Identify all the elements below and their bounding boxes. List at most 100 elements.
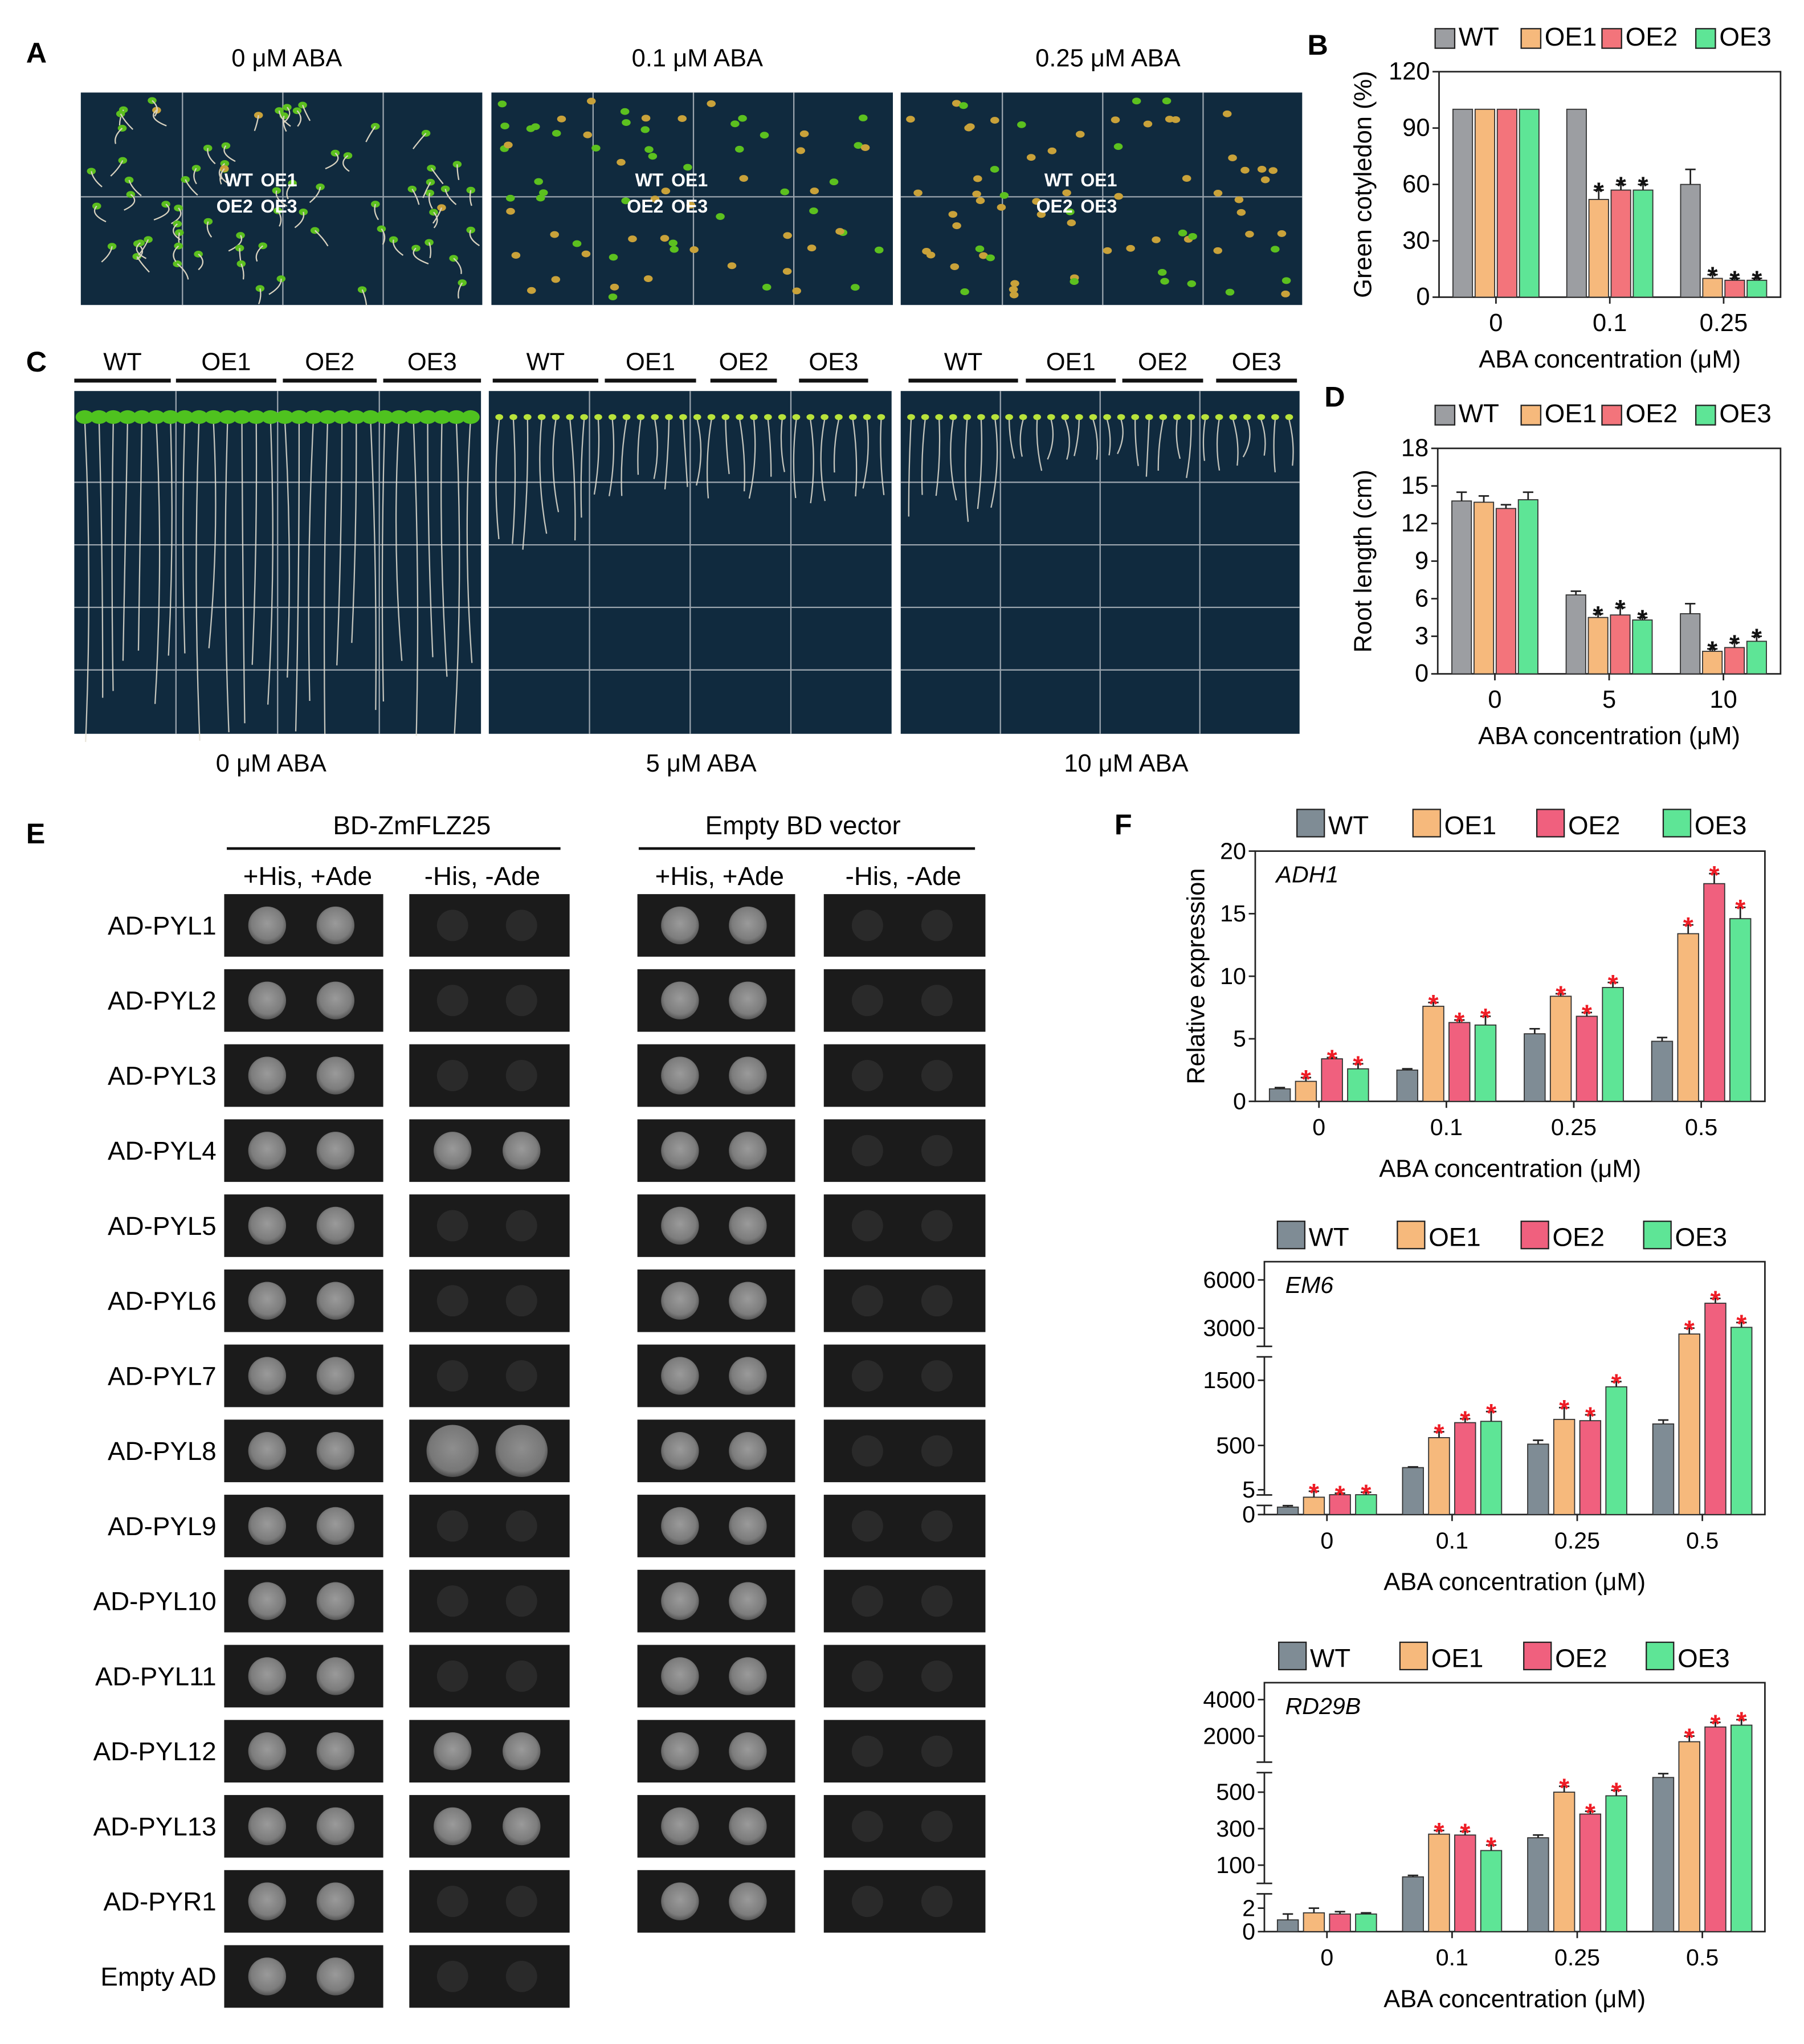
seedling — [686, 202, 696, 209]
seedling — [526, 287, 536, 294]
spot-tile — [637, 1119, 795, 1182]
bar-wt — [1680, 613, 1701, 675]
yeast-colony — [248, 1582, 286, 1620]
shoot — [289, 410, 308, 424]
yeast-spot-empty — [505, 1060, 537, 1091]
root — [295, 419, 300, 732]
x-tick-label: 5 — [1602, 686, 1616, 713]
x-tick-label: 0.25 — [1551, 1114, 1597, 1140]
bar-oe3 — [1730, 1327, 1753, 1515]
significance-star: * — [1434, 1818, 1444, 1847]
header-oe1: OE1 — [201, 349, 251, 376]
seedling — [913, 189, 923, 197]
seedling — [1257, 166, 1267, 173]
root — [284, 419, 290, 678]
seedling — [272, 187, 281, 194]
significance-star: * — [1582, 999, 1592, 1029]
panel-e-cond-empty-minus: -His, -Ade — [846, 862, 961, 891]
seedling — [1026, 154, 1036, 161]
y-tick-label: 18 — [1401, 435, 1428, 462]
seedling — [660, 235, 670, 242]
yeast-spot-empty — [921, 1810, 953, 1842]
seedling-root — [278, 110, 291, 127]
yeast-colony — [729, 1357, 767, 1395]
yeast-spot-empty — [436, 1585, 468, 1617]
shoot — [404, 410, 423, 424]
seedling-root — [93, 205, 107, 223]
yeast-colony — [661, 1807, 699, 1846]
header-wt: WT — [944, 349, 983, 376]
seedling — [906, 116, 915, 123]
seedling — [964, 124, 973, 132]
seedling — [972, 190, 981, 198]
seedling — [118, 157, 128, 164]
seedling — [986, 254, 995, 262]
yeast-colony — [661, 1732, 699, 1770]
bar-wt — [1451, 500, 1472, 675]
seedling-root — [422, 182, 431, 198]
yeast-colony — [248, 1882, 286, 1920]
shoot — [821, 414, 828, 421]
seedling-root — [469, 230, 480, 247]
seedling — [783, 232, 792, 239]
seedling — [174, 242, 183, 250]
row-label: AD-PYL10 — [93, 1587, 217, 1616]
seedling — [1260, 176, 1270, 183]
yeast-colony — [661, 1657, 699, 1695]
bar-wt — [1680, 183, 1701, 298]
yeast-colony — [248, 1282, 286, 1320]
row-label: AD-PYL8 — [108, 1437, 217, 1466]
x-tick-label: 0.1 — [1436, 1527, 1468, 1553]
shoot — [721, 414, 730, 421]
legend-swatch-wt — [1276, 1221, 1306, 1250]
seedling-root — [136, 242, 147, 259]
root — [653, 419, 658, 479]
panel-c-label-2: 10 μM ABA — [1064, 750, 1188, 777]
significance-star: * — [1361, 1479, 1371, 1508]
root — [725, 419, 730, 475]
root — [225, 419, 230, 733]
spot-tile — [823, 1569, 986, 1633]
seedling — [620, 108, 630, 115]
y-tick-label: 0 — [1416, 283, 1430, 311]
shoot — [190, 410, 209, 424]
yeast-spot-empty — [505, 909, 537, 941]
seedling — [1213, 247, 1223, 254]
significance-star: * — [1327, 1045, 1337, 1074]
shoot — [432, 410, 451, 424]
bar-oe3 — [1729, 918, 1752, 1102]
root — [608, 419, 615, 496]
significance-star: * — [1752, 266, 1762, 295]
seedling — [497, 100, 507, 108]
y-tick-label: 15 — [1220, 900, 1246, 927]
panel-label-f: F — [1115, 808, 1132, 841]
root — [370, 419, 377, 710]
root — [852, 419, 858, 497]
yeast-colony — [434, 1132, 472, 1170]
spot-tile — [224, 1119, 383, 1182]
yeast-spot-empty — [921, 1886, 953, 1917]
bar-oe2 — [1610, 189, 1631, 298]
spot-tile — [409, 1344, 570, 1407]
seedling — [650, 195, 660, 203]
yeast-colony — [434, 1807, 472, 1846]
spot-tile — [224, 1044, 383, 1107]
shoot — [693, 414, 701, 421]
header-oe3: OE3 — [809, 349, 858, 376]
seedling — [1240, 166, 1250, 174]
shoot — [89, 410, 108, 424]
seedling — [734, 145, 744, 153]
root — [413, 419, 419, 736]
seedling — [1113, 143, 1123, 150]
seedling — [107, 243, 117, 250]
x-tick-label: 0.25 — [1554, 1944, 1600, 1970]
root — [1288, 419, 1294, 466]
seedling-root — [177, 263, 189, 280]
yeast-colony — [729, 1732, 767, 1770]
seedling — [707, 100, 716, 107]
yeast-spot-empty — [505, 1210, 537, 1242]
seedling-root — [223, 145, 236, 162]
legend-label-wt: WT — [1328, 811, 1369, 840]
yeast-spot-empty — [436, 1285, 468, 1317]
yeast-colony — [661, 906, 699, 945]
